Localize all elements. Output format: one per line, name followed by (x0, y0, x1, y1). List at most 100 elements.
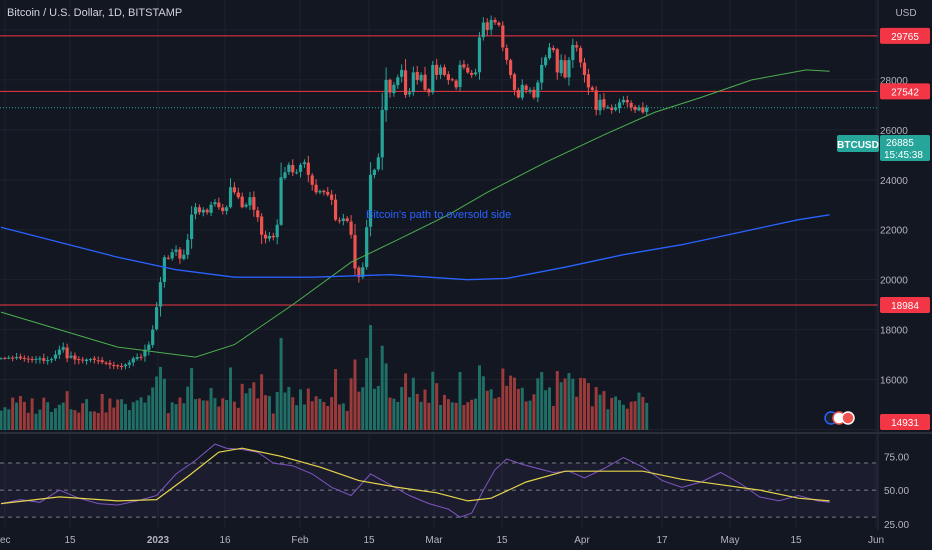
candle-body[interactable] (287, 164, 291, 172)
candle-body[interactable] (244, 204, 248, 207)
candle-body[interactable] (26, 358, 30, 360)
candle-body[interactable] (337, 220, 342, 222)
candle-body[interactable] (376, 157, 380, 170)
candle[interactable] (501, 21, 505, 52)
candle-body[interactable] (508, 60, 513, 75)
candle-body[interactable] (555, 49, 559, 73)
candle[interactable] (396, 74, 400, 90)
candle-body[interactable] (236, 192, 240, 198)
candle[interactable] (571, 38, 575, 68)
candle[interactable] (540, 57, 544, 90)
candle-body[interactable] (485, 22, 489, 30)
candle[interactable] (34, 356, 38, 364)
candle[interactable] (263, 230, 268, 244)
annotation-text[interactable]: Bitcoin's path to oversold side (366, 209, 511, 221)
candle[interactable] (345, 216, 349, 223)
candle[interactable] (53, 350, 58, 361)
candle[interactable] (415, 65, 419, 85)
candle-body[interactable] (34, 358, 38, 360)
candle[interactable] (450, 77, 454, 82)
candle-body[interactable] (295, 172, 299, 174)
candle-body[interactable] (275, 224, 279, 238)
ticker-badge[interactable]: BTCUSD (837, 135, 879, 152)
candle-body[interactable] (446, 74, 450, 80)
candle[interactable] (446, 71, 450, 85)
candle[interactable] (49, 357, 54, 363)
candle-body[interactable] (384, 79, 388, 111)
candle-body[interactable] (392, 84, 396, 94)
candle-body[interactable] (131, 358, 135, 363)
candle[interactable] (384, 67, 388, 122)
candle-body[interactable] (158, 282, 163, 307)
candle-body[interactable] (477, 37, 482, 73)
candle-body[interactable] (213, 202, 217, 205)
candle-body[interactable] (450, 79, 454, 81)
candle[interactable] (594, 86, 598, 116)
candle[interactable] (489, 15, 493, 35)
candle-body[interactable] (186, 239, 190, 255)
candle[interactable] (69, 351, 73, 359)
candle[interactable] (368, 162, 373, 237)
candle[interactable] (625, 95, 629, 107)
candle[interactable] (454, 79, 458, 90)
candle-body[interactable] (322, 190, 326, 193)
candle[interactable] (516, 87, 520, 99)
candle-body[interactable] (240, 196, 244, 208)
candle[interactable] (100, 357, 104, 365)
candle[interactable] (201, 207, 205, 217)
last-price-badge[interactable]: 26885 15:45:38 (880, 135, 930, 161)
candle[interactable] (376, 153, 380, 172)
candle-body[interactable] (228, 187, 233, 208)
candle[interactable] (567, 56, 571, 86)
candle[interactable] (166, 255, 170, 260)
candle[interactable] (267, 231, 272, 242)
candle[interactable] (275, 219, 279, 245)
candle[interactable] (427, 88, 431, 97)
candle-body[interactable] (536, 82, 540, 98)
candle[interactable] (357, 265, 361, 283)
candle[interactable] (524, 83, 528, 94)
candle[interactable] (232, 182, 236, 195)
candle[interactable] (22, 355, 26, 362)
candle-body[interactable] (116, 365, 120, 367)
candle[interactable] (423, 66, 427, 92)
candle-body[interactable] (365, 227, 369, 267)
candle[interactable] (205, 208, 209, 215)
candle[interactable] (186, 233, 190, 260)
candle[interactable] (598, 94, 602, 116)
candle[interactable] (112, 361, 116, 370)
candle-body[interactable] (84, 359, 89, 362)
candle[interactable] (512, 72, 517, 96)
candle[interactable] (88, 357, 93, 363)
candle-body[interactable] (547, 47, 552, 59)
candle[interactable] (438, 64, 443, 80)
candle-body[interactable] (49, 359, 54, 361)
candle[interactable] (470, 70, 474, 78)
candle[interactable] (127, 360, 131, 369)
candle[interactable] (182, 249, 186, 261)
candle[interactable] (143, 344, 147, 362)
candle-body[interactable] (419, 74, 423, 81)
candle[interactable] (116, 364, 120, 370)
candle-body[interactable] (380, 109, 384, 158)
candle-body[interactable] (65, 347, 69, 359)
candle-body[interactable] (423, 74, 427, 90)
candle-body[interactable] (147, 344, 151, 350)
candle[interactable] (473, 68, 478, 77)
candle-body[interactable] (415, 72, 419, 80)
candle-body[interactable] (368, 174, 373, 227)
candle[interactable] (586, 68, 590, 96)
candle-body[interactable] (232, 187, 236, 193)
candle-body[interactable] (7, 357, 11, 359)
candle-body[interactable] (341, 218, 345, 222)
candle[interactable] (582, 57, 587, 83)
candle-body[interactable] (123, 364, 128, 367)
candle[interactable] (81, 356, 85, 364)
candle[interactable] (135, 353, 139, 361)
candle[interactable] (326, 187, 330, 197)
candle[interactable] (388, 78, 392, 98)
candle-body[interactable] (481, 22, 485, 38)
candle-body[interactable] (427, 89, 431, 93)
candle-body[interactable] (454, 80, 458, 88)
candle-body[interactable] (209, 204, 213, 213)
